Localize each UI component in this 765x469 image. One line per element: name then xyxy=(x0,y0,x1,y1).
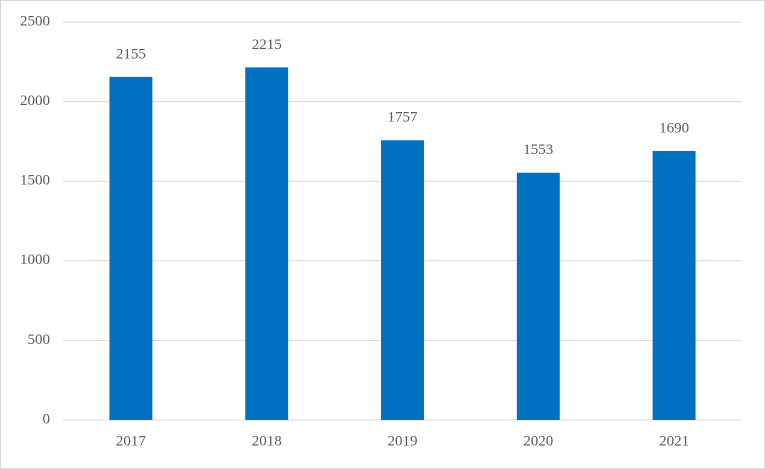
data-label: 2155 xyxy=(116,46,146,62)
y-tick-label: 500 xyxy=(28,332,51,348)
data-label: 1757 xyxy=(388,110,419,126)
y-tick-label: 1000 xyxy=(20,252,50,268)
y-tick-label: 0 xyxy=(43,411,51,427)
x-tick-label: 2019 xyxy=(388,433,418,449)
x-tick-label: 2020 xyxy=(523,433,553,449)
data-label: 1553 xyxy=(523,142,553,158)
bar xyxy=(245,67,289,420)
x-tick-label: 2021 xyxy=(659,433,689,449)
bar xyxy=(109,76,153,420)
x-tick-label: 2018 xyxy=(252,433,282,449)
x-tick-label: 2017 xyxy=(116,433,147,449)
bar xyxy=(516,172,560,420)
bar xyxy=(381,140,424,421)
data-label: 2215 xyxy=(252,37,282,53)
y-tick-label: 1500 xyxy=(20,173,50,189)
data-label: 1690 xyxy=(659,120,689,136)
y-tick-label: 2000 xyxy=(20,93,50,109)
bar xyxy=(652,150,696,420)
y-tick-label: 2500 xyxy=(20,13,50,29)
